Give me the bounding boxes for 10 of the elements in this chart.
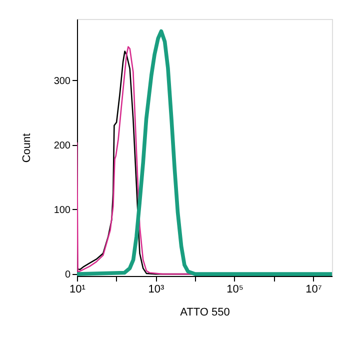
x-tick-label: 10³ [148, 284, 165, 296]
y-tick-label: 300 [54, 76, 71, 87]
x-tick-label: 10⁵ [226, 284, 244, 296]
y-tick-label: 100 [54, 204, 71, 216]
y-tick-label: 200 [54, 140, 71, 152]
x-tick-label: 10¹ [70, 284, 86, 296]
y-tick-label: 0 [64, 270, 71, 281]
x-tick-label: 10⁷ [306, 284, 322, 296]
y-axis-title: Count [20, 133, 33, 163]
x-axis-title: ATTO 550 [180, 306, 230, 318]
